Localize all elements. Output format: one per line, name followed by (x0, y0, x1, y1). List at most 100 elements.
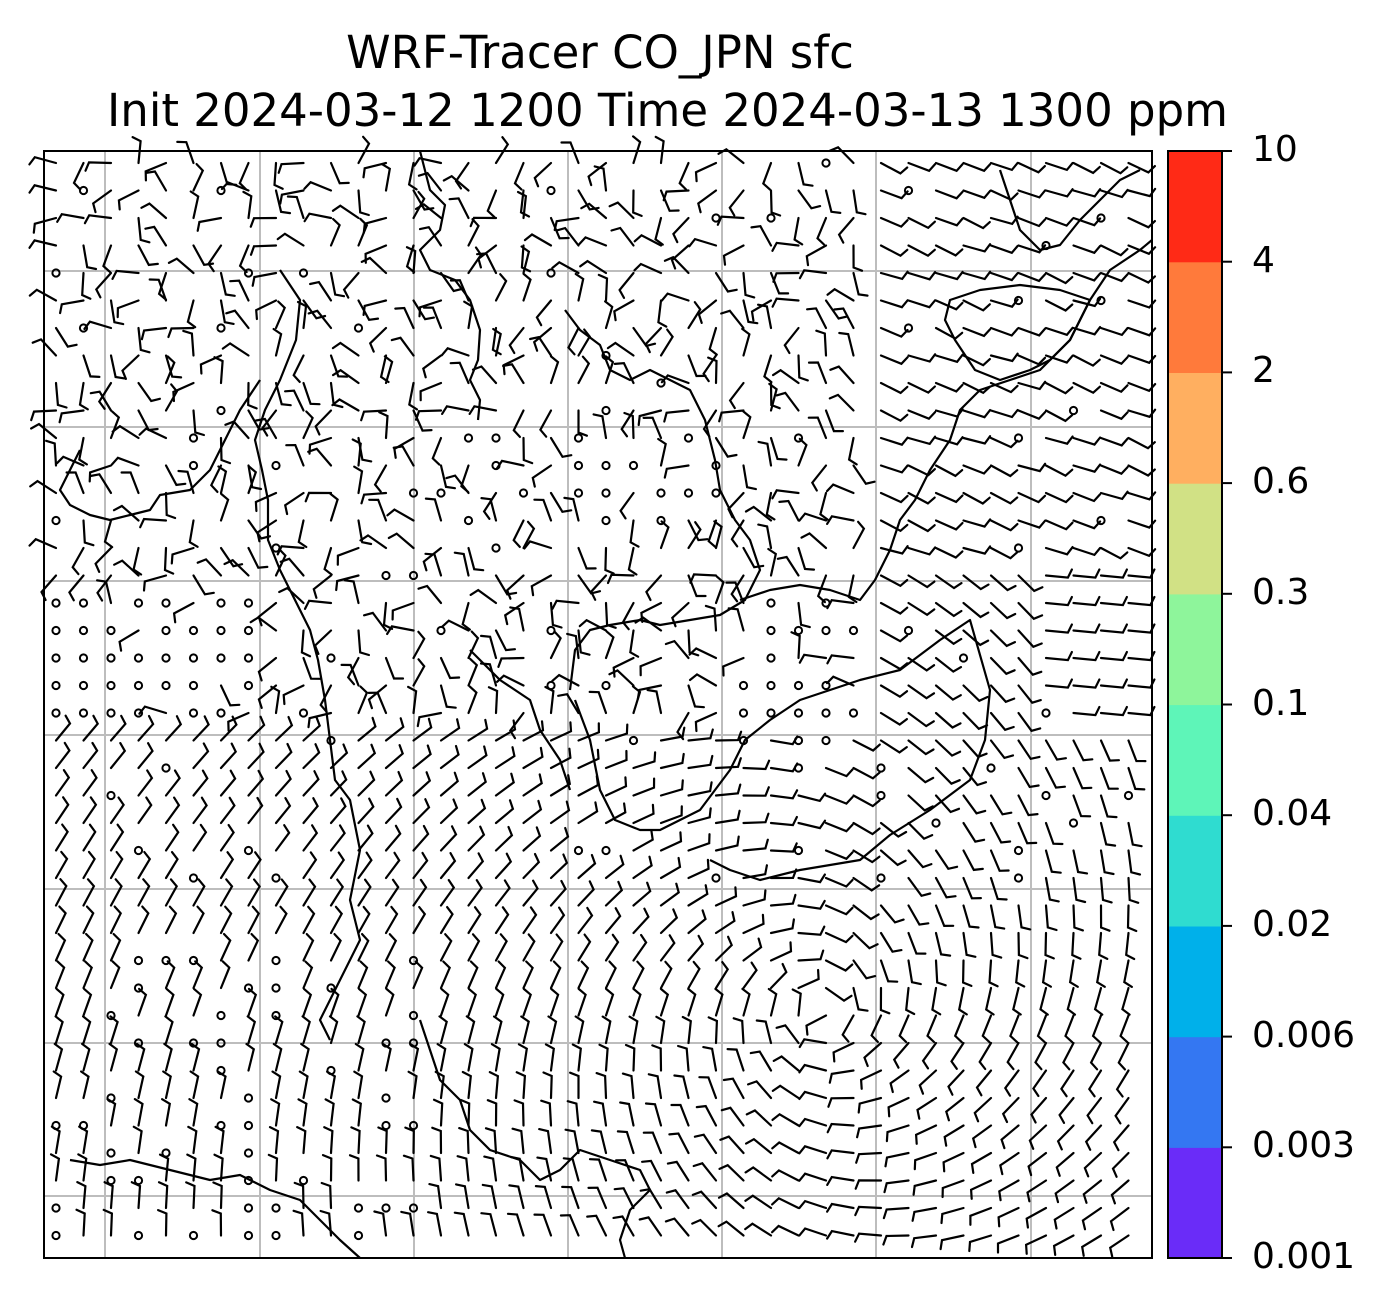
coastline-bohai (58, 379, 261, 522)
wind-barb (274, 715, 294, 742)
wind-barb (910, 1234, 938, 1249)
wind-barb (769, 868, 798, 880)
calm-wind-circle (243, 983, 254, 993)
wind-barb (549, 436, 573, 459)
wind-barb (767, 547, 778, 577)
wind-barb (28, 155, 58, 166)
wind-barb (651, 1044, 663, 1072)
wind-barb (1039, 986, 1049, 1016)
wind-barb (109, 960, 121, 990)
wind-barb (111, 424, 140, 440)
calm-wind-circle (188, 433, 199, 443)
wind-barb (604, 987, 615, 1017)
wind-barb (989, 821, 1012, 844)
wind-barb (384, 933, 398, 962)
wind-barb (186, 299, 197, 329)
wind-barb (392, 445, 415, 467)
wind-barb (687, 301, 702, 330)
wind-barb (797, 819, 827, 830)
wind-barb (826, 1122, 855, 1134)
wind-barb (274, 742, 293, 770)
wind-barb (247, 987, 258, 1017)
wind-barb (479, 662, 498, 687)
calm-wind-circle (1041, 240, 1051, 251)
wind-barb (1127, 705, 1156, 717)
wind-barb (329, 797, 347, 825)
wind-barb (534, 1185, 553, 1210)
wind-barb (268, 1126, 280, 1155)
wind-barb (109, 878, 123, 907)
calm-wind-circle (381, 1120, 391, 1131)
wind-barb (412, 798, 431, 825)
wind-barb (1044, 623, 1073, 634)
wind-barb (580, 202, 608, 220)
wind-barb (274, 300, 287, 330)
wind-barb (847, 574, 858, 604)
wind-barb (422, 354, 443, 379)
wind-barb (1072, 595, 1101, 607)
wind-barb (1083, 1151, 1103, 1178)
calm-wind-circle (1013, 845, 1024, 856)
wind-barb (916, 1096, 938, 1120)
wind-barb (549, 906, 566, 935)
wind-barb (604, 776, 628, 797)
wind-barb (1072, 244, 1102, 255)
wind-barb (665, 1189, 690, 1210)
wind-barb (745, 1109, 773, 1127)
wind-barb (714, 575, 725, 605)
wind-barb (1058, 1096, 1075, 1124)
wind-barb (467, 825, 486, 852)
wind-barb (1072, 491, 1102, 503)
wind-barb (495, 459, 525, 470)
wind-barb (832, 1041, 855, 1063)
wind-barb (1044, 904, 1058, 932)
wind-barb (1117, 1041, 1130, 1071)
wind-barb (185, 1181, 196, 1210)
wind-barb (1017, 711, 1042, 733)
wind-barb (912, 1179, 938, 1196)
wind-barb (1044, 299, 1074, 312)
wind-barb (343, 579, 360, 605)
wind-barb (882, 1234, 910, 1246)
wind-barb (439, 879, 456, 907)
wind-barb (907, 904, 930, 926)
wind-barb (142, 574, 168, 592)
wind-barb (726, 1048, 745, 1072)
calm-wind-circle (408, 570, 419, 581)
wind-barb (608, 669, 635, 687)
wind-barb (638, 1216, 663, 1237)
wind-barb (854, 1232, 883, 1243)
calm-wind-circle (491, 543, 501, 553)
coastline-china-east (253, 269, 362, 1041)
wind-barb (192, 960, 204, 990)
wind-barb (879, 601, 909, 615)
wind-barb (182, 329, 195, 357)
calm-wind-circle (463, 433, 474, 443)
wind-barb (135, 1042, 146, 1072)
wind-barb (961, 959, 973, 987)
wind-barb (898, 1014, 910, 1044)
wind-barb (742, 812, 770, 825)
wind-barb (664, 639, 690, 660)
wind-barb (962, 354, 991, 367)
wind-barb (221, 342, 250, 357)
wind-barb (467, 987, 477, 1017)
wind-barb (164, 355, 176, 385)
wind-barb (116, 299, 140, 319)
wind-barb (798, 1090, 828, 1101)
wind-barb (1044, 409, 1074, 423)
wind-barb (471, 365, 498, 385)
wind-barb (824, 876, 854, 888)
wind-barb (192, 574, 215, 596)
wind-barb (439, 464, 456, 490)
wind-barb (566, 632, 580, 660)
wind-barb (939, 1234, 965, 1251)
wind-barb (137, 714, 155, 742)
wind-barb (213, 356, 224, 385)
wind-barb (164, 823, 180, 852)
wind-barb (164, 905, 178, 935)
calm-wind-circle (463, 515, 474, 526)
calm-wind-circle (793, 625, 804, 636)
wind-barb (1034, 1041, 1048, 1071)
calm-wind-circle (408, 1120, 419, 1131)
